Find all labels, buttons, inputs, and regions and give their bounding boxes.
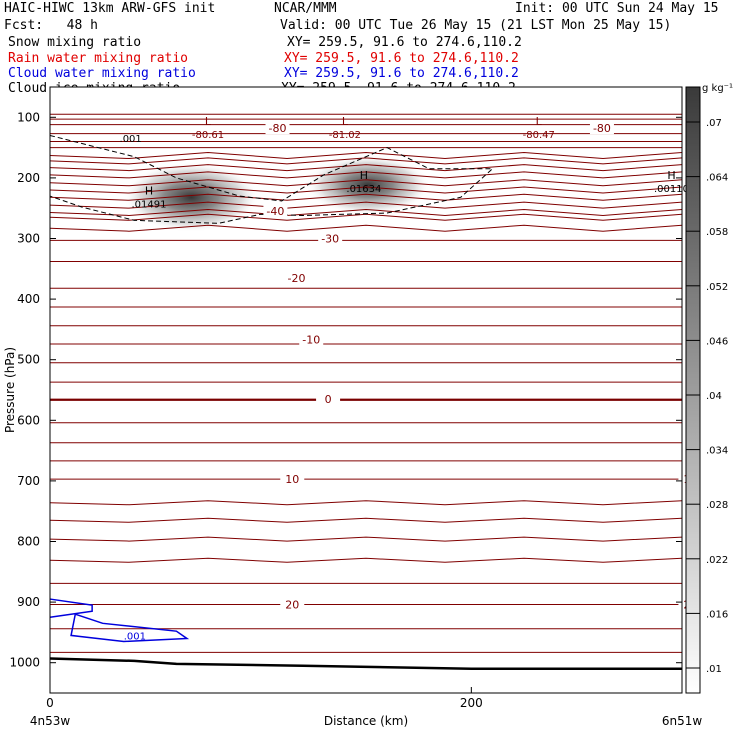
colorbar-tick-label: .022: [706, 555, 728, 566]
isotherm-line: [49, 500, 683, 506]
contour-label-bg: [316, 392, 341, 406]
field-xy-snow: XY= 259.5, 91.6 to 274.6,110.2: [287, 35, 522, 50]
isotherm-line: [49, 517, 683, 523]
contour-label: -20: [287, 272, 305, 285]
colorbar-tick-label: .064: [706, 173, 728, 184]
init-time: Init: 00 UTC Sun 24 May 15: [515, 1, 719, 16]
valid-time: Valid: 00 UTC Tue 26 May 15 (21 LST Mon …: [280, 18, 672, 33]
colorbar-tick-label: .028: [706, 500, 728, 511]
colorbar: [685, 86, 701, 694]
contour-label-bg: [263, 204, 288, 218]
contour-label: -80: [593, 122, 611, 135]
isotherm-line: [49, 557, 683, 563]
isotherm-line: [49, 179, 683, 187]
contour-label: 0: [325, 393, 332, 406]
x-axis-label: Distance (km): [324, 714, 408, 728]
snow-contour-001: [49, 134, 494, 224]
forecast-hour: Fcst: 48 h: [4, 18, 98, 33]
extremum-letter: L: [342, 115, 349, 128]
isotherm-line: [49, 536, 683, 542]
x-end-label: 6n51w: [662, 714, 703, 728]
field-name-snow: Snow mixing ratio: [8, 35, 142, 50]
x-start-label: 4n53w: [30, 714, 71, 728]
contour-label-bg: [318, 231, 343, 245]
contour-label: 20: [285, 599, 299, 612]
model-title: HAIC-HIWC 13km ARW-GFS init: [4, 1, 216, 16]
colorbar-tick-label: .046: [706, 336, 728, 347]
cloud-water-contour: [70, 613, 190, 643]
snow-shade-max-1: [123, 162, 260, 233]
isotherm-line: [49, 186, 683, 194]
extremum-value: -80.47: [523, 130, 555, 141]
cloud-water-contour-edge: [49, 598, 93, 618]
y-tick-label: 700: [17, 474, 40, 488]
y-tick-label: 200: [17, 171, 40, 185]
x-tick-label: 0: [46, 696, 54, 710]
colorbar-tick-label: .016: [706, 609, 728, 620]
contour-label-bg: [280, 472, 305, 486]
y-tick-label: 1000: [9, 656, 40, 670]
contour-label: -30: [321, 233, 339, 246]
contour-label: 10: [285, 473, 299, 486]
contour-label-bg: [280, 597, 305, 611]
isotherm-line: [49, 224, 683, 232]
isotherm-line: [49, 193, 683, 201]
surface-line: [49, 657, 682, 671]
extremum-letter: H: [145, 184, 153, 197]
contour-label-bg: [299, 332, 324, 346]
y-tick-label: 300: [17, 232, 40, 246]
colorbar-tick-label: .034: [706, 446, 728, 457]
contour-label-bg: [589, 121, 614, 135]
x-tick-label: 200: [460, 696, 483, 710]
extremum-value: .00110: [654, 184, 689, 195]
field-xy-cloud-water: XY= 259.5, 91.6 to 274.6,110.2: [284, 66, 519, 81]
colorbar-tick-label: .04: [706, 391, 722, 402]
colorbar-tick-label: .07: [706, 118, 722, 129]
isotherm-line: [49, 151, 683, 159]
contour-label: -10: [302, 334, 320, 347]
field-xy-rain: XY= 259.5, 91.6 to 274.6,110.2: [284, 51, 519, 66]
y-tick-label: 100: [17, 110, 40, 124]
colorbar-tick-label: .058: [706, 227, 728, 238]
extremum-letter: L: [205, 115, 212, 128]
extremum-letter: L: [536, 115, 543, 128]
isotherm-line: [49, 171, 683, 179]
snow-contour-label: .001: [120, 134, 142, 145]
extremum-value: -80.61: [192, 130, 224, 141]
isotherm-line: [49, 201, 683, 209]
colorbar-unit: g kg⁻¹: [702, 83, 733, 94]
extremum-value: .01491: [132, 199, 167, 210]
cloud-water-label: .001: [124, 631, 146, 642]
contour-label-bg: [284, 270, 309, 284]
isotherm-line: [49, 157, 683, 165]
plot-frame: [49, 86, 683, 694]
extremum-letter: H: [360, 169, 368, 182]
isotherm-line: [49, 213, 683, 221]
y-tick-label: 400: [17, 292, 40, 306]
y-tick-label: 900: [17, 595, 40, 609]
y-tick-label: 600: [17, 413, 40, 427]
extremum-letter: H: [667, 169, 675, 182]
snow-shade-max-2: [306, 155, 431, 216]
isotherm-line: [49, 208, 683, 216]
contour-label: -80: [269, 122, 287, 135]
extremum-value: -81.02: [329, 130, 361, 141]
colorbar-tick-label: .01: [706, 664, 722, 675]
org-label: NCAR/MMM: [274, 1, 337, 16]
y-tick-label: 500: [17, 353, 40, 367]
y-tick-label: 800: [17, 535, 40, 549]
y-axis-label: Pressure (hPa): [3, 347, 17, 433]
colorbar-tick-label: .052: [706, 282, 728, 293]
field-name-rain: Rain water mixing ratio: [8, 51, 189, 66]
contour-label: -40: [266, 205, 284, 218]
extremum-value: .01634: [346, 184, 381, 195]
contour-label-bg: [265, 121, 290, 135]
isotherm-line: [49, 164, 683, 172]
field-name-cloud-water: Cloud water mixing ratio: [8, 66, 196, 81]
